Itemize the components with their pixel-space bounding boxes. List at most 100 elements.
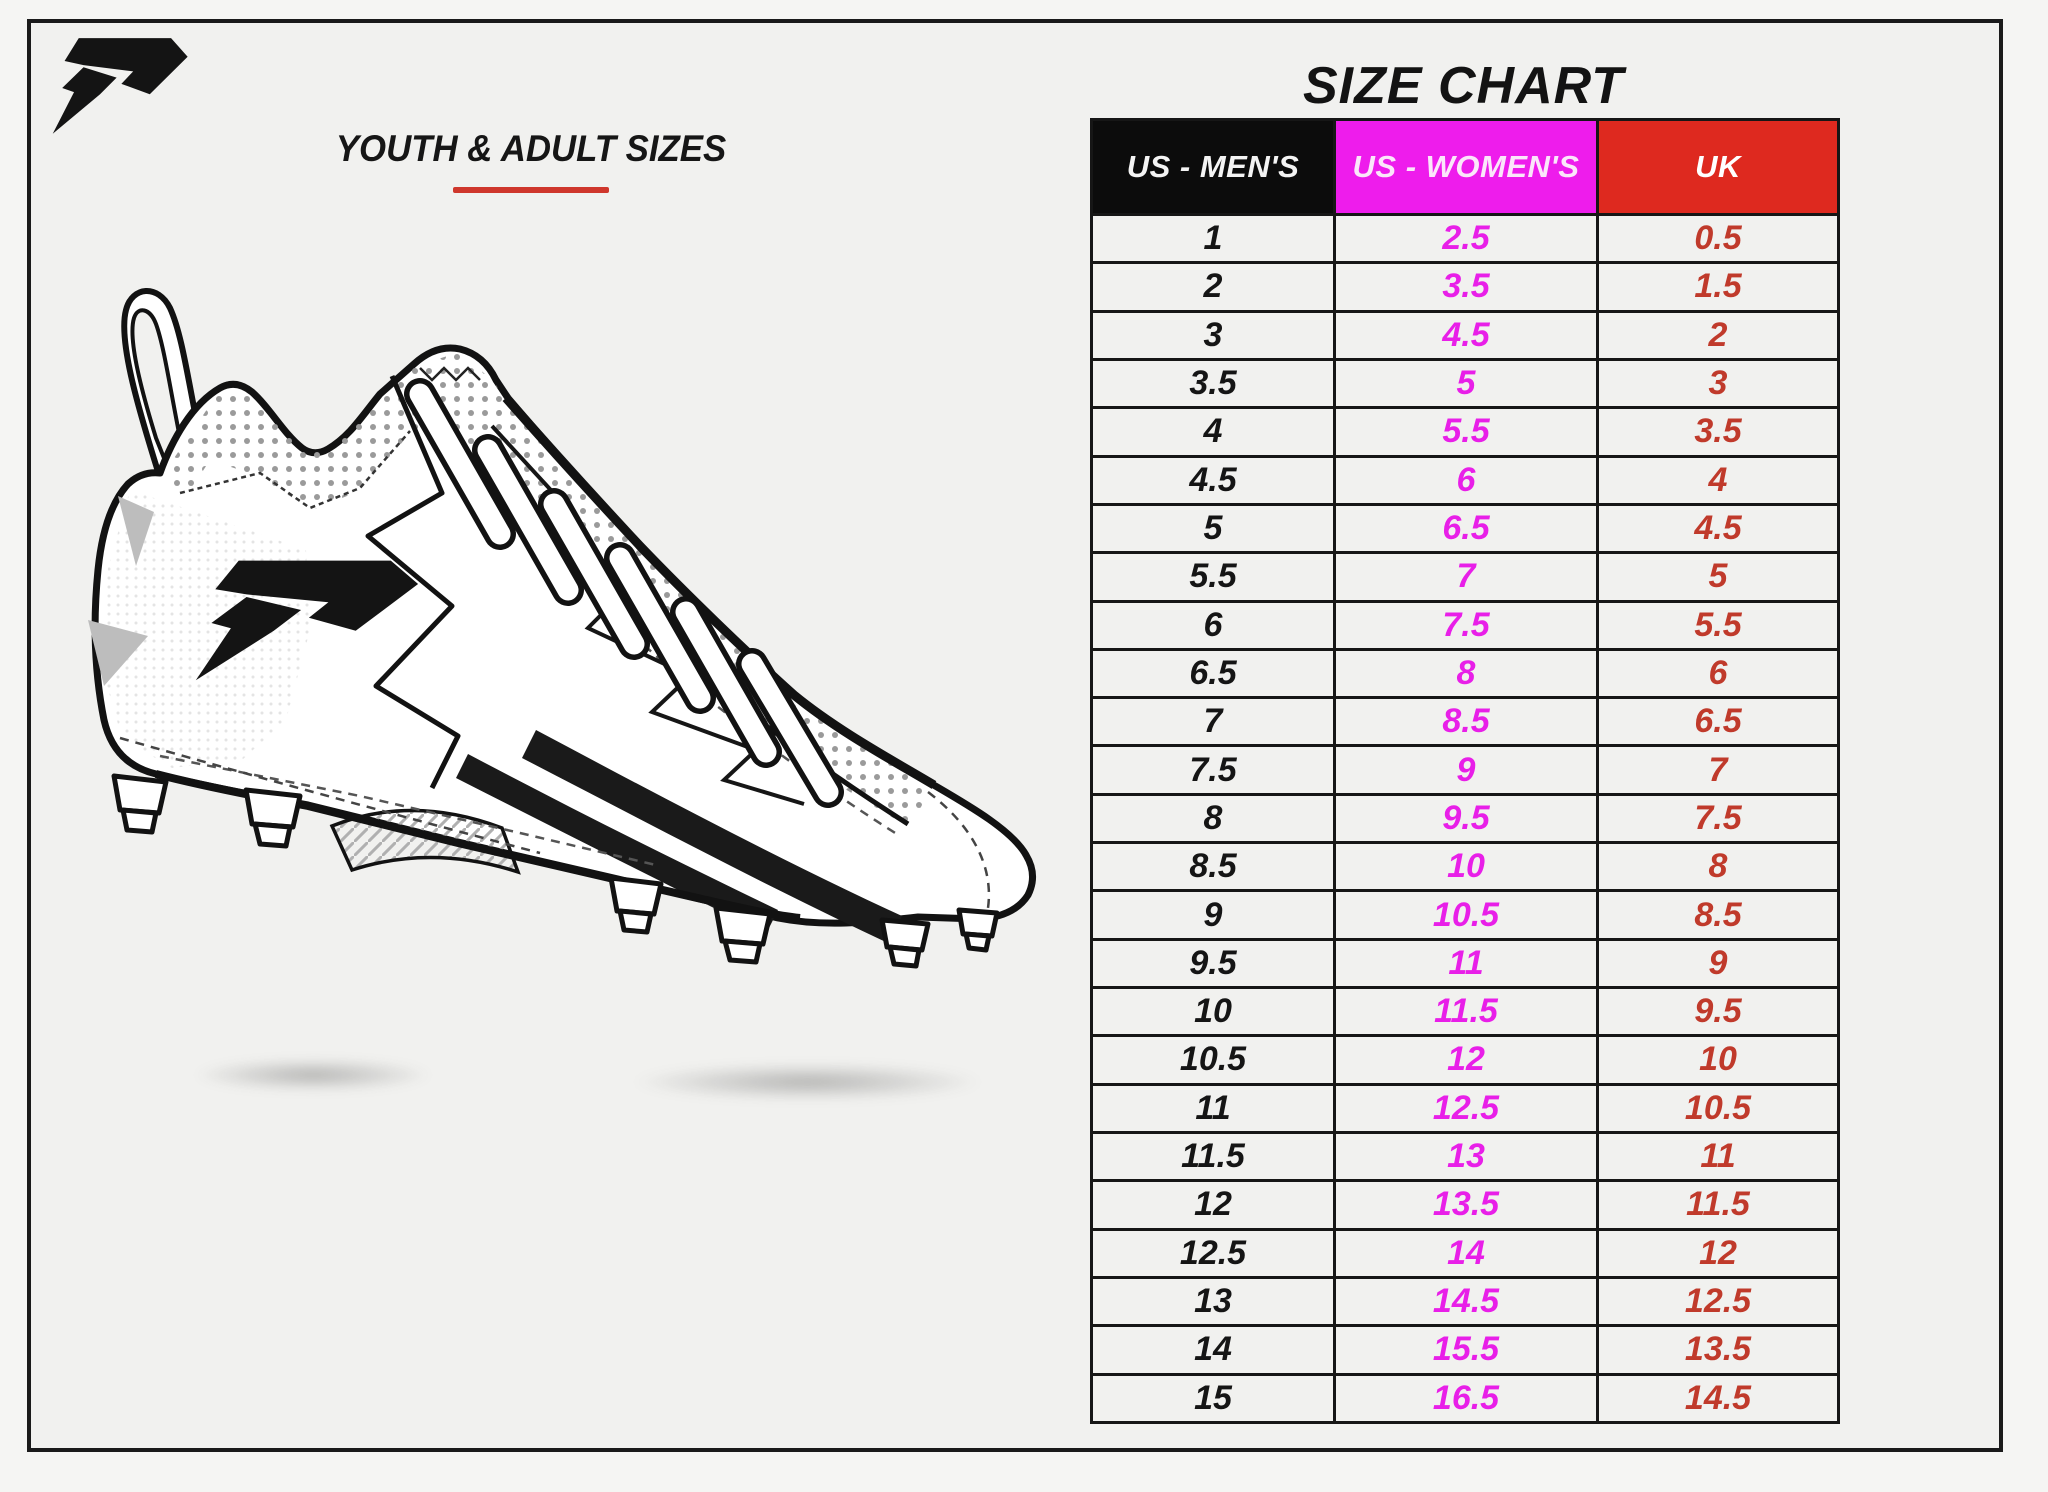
size-cell-uk: 11 — [1596, 1130, 1840, 1183]
ground-shadow — [565, 1056, 1050, 1108]
table-row: 7 8.5 6.5 — [1090, 696, 1840, 748]
size-cell-us-womens: 11.5 — [1333, 985, 1599, 1038]
size-cell-uk: 12 — [1596, 1227, 1840, 1279]
table-row: 6 7.5 5.5 — [1090, 599, 1840, 651]
table-header-row: US - MEN'S US - WOMEN'S UK — [1090, 118, 1840, 216]
instep-edge-line — [502, 395, 937, 789]
tongue-stitch-line — [419, 366, 481, 382]
table-row: 11 12.5 10.5 — [1090, 1082, 1840, 1134]
size-cell-uk: 11.5 — [1596, 1179, 1840, 1231]
subtitle-underline — [453, 187, 609, 193]
heel-accent-triangle — [88, 620, 148, 686]
size-cell-us-womens: 8.5 — [1333, 696, 1599, 748]
size-cell-us-mens: 7 — [1090, 696, 1336, 748]
table-row: 13 14.5 12.5 — [1090, 1275, 1840, 1328]
size-cell-uk: 4 — [1596, 454, 1840, 506]
table-row: 1 2.5 0.5 — [1090, 212, 1840, 265]
size-cell-us-womens: 14.5 — [1333, 1275, 1599, 1328]
panel-edge-line — [365, 375, 461, 790]
size-cell-us-womens: 12.5 — [1333, 1082, 1599, 1134]
side-logo-p-icon — [195, 560, 419, 681]
size-cell-uk: 10 — [1596, 1034, 1840, 1086]
table-row: 5.5 7 5 — [1090, 551, 1840, 603]
size-cell-us-mens: 7.5 — [1090, 744, 1336, 796]
size-cell-us-mens: 8 — [1090, 792, 1336, 845]
size-cell-uk: 8 — [1596, 841, 1840, 893]
table-row: 10.5 12 10 — [1090, 1034, 1840, 1086]
table-row: 9.5 11 9 — [1090, 937, 1840, 990]
table-row: 6.5 8 6 — [1090, 647, 1840, 700]
size-cell-us-mens: 6 — [1090, 599, 1336, 651]
cleat-studs — [111, 773, 1000, 969]
size-cell-us-mens: 4.5 — [1090, 454, 1336, 506]
table-row: 11.5 13 11 — [1090, 1130, 1840, 1183]
side-stripe — [456, 754, 778, 934]
size-cell-uk: 5 — [1596, 551, 1840, 603]
size-cell-uk: 0.5 — [1596, 212, 1840, 265]
size-cell-uk: 3 — [1596, 357, 1840, 410]
size-cell-us-womens: 14 — [1333, 1227, 1599, 1279]
size-cell-us-womens: 9.5 — [1333, 792, 1599, 845]
size-cell-us-womens: 13 — [1333, 1130, 1599, 1183]
table-row: 5 6.5 4.5 — [1090, 502, 1840, 555]
size-cell-us-mens: 6.5 — [1090, 647, 1336, 700]
size-cell-us-womens: 15.5 — [1333, 1324, 1599, 1376]
table-row: 3 4.5 2 — [1090, 309, 1840, 361]
side-stripe — [522, 730, 902, 944]
size-cell-us-womens: 3.5 — [1333, 261, 1599, 313]
size-cell-uk: 3.5 — [1596, 406, 1840, 458]
size-cell-us-mens: 11 — [1090, 1082, 1336, 1134]
size-table-body: 1 2.5 0.5 2 3.5 1.5 3 4.5 2 3.5 5 3 4 5.5 3.5 4.5 6 4 5 6.5… — [1090, 212, 1840, 1424]
size-cell-us-womens: 11 — [1333, 937, 1599, 990]
size-cell-us-womens: 2.5 — [1333, 212, 1599, 265]
table-row: 14 15.5 13.5 — [1090, 1324, 1840, 1376]
size-cell-us-mens: 5.5 — [1090, 551, 1336, 603]
column-header-uk: UK — [1596, 118, 1840, 216]
brand-logo-p-icon — [52, 38, 188, 134]
collar-stitch-line — [179, 430, 411, 510]
table-row: 3.5 5 3 — [1090, 357, 1840, 410]
cleat-illustration — [60, 268, 1060, 1068]
cleat-drawing-svg — [88, 288, 1036, 969]
size-cell-uk: 4.5 — [1596, 502, 1840, 555]
size-cell-us-mens: 15 — [1090, 1372, 1336, 1424]
size-cell-us-womens: 6.5 — [1333, 502, 1599, 555]
size-cell-us-womens: 8 — [1333, 647, 1599, 700]
size-cell-us-womens: 7 — [1333, 551, 1599, 603]
table-row: 2 3.5 1.5 — [1090, 261, 1840, 313]
heel-accent-triangle — [118, 496, 154, 566]
size-cell-us-womens: 5 — [1333, 357, 1599, 410]
size-cell-us-mens: 14 — [1090, 1324, 1336, 1376]
size-cell-uk: 1.5 — [1596, 261, 1840, 313]
size-cell-us-womens: 10 — [1333, 841, 1599, 893]
size-cell-uk: 10.5 — [1596, 1082, 1840, 1134]
size-conversion-table: US - MEN'S US - WOMEN'S UK 1 2.5 0.5 2 3.5 1.… — [1090, 118, 1840, 1424]
size-cell-us-mens: 13 — [1090, 1275, 1336, 1328]
size-cell-uk: 12.5 — [1596, 1275, 1840, 1328]
ground-shadow — [148, 1052, 478, 1098]
table-row: 4 5.5 3.5 — [1090, 406, 1840, 458]
size-cell-us-mens: 1 — [1090, 212, 1336, 265]
size-cell-us-mens: 2 — [1090, 261, 1336, 313]
heel-mesh-texture — [102, 490, 310, 768]
size-cell-us-mens: 10.5 — [1090, 1034, 1336, 1086]
size-cell-us-mens: 11.5 — [1090, 1130, 1336, 1183]
size-cell-uk: 5.5 — [1596, 599, 1840, 651]
size-cell-us-mens: 5 — [1090, 502, 1336, 555]
size-cell-us-mens: 3.5 — [1090, 357, 1336, 410]
size-cell-us-mens: 8.5 — [1090, 841, 1336, 893]
size-cell-uk: 14.5 — [1596, 1372, 1840, 1424]
column-header-us-mens: US - MEN'S — [1090, 118, 1336, 216]
size-cell-uk: 13.5 — [1596, 1324, 1840, 1376]
size-cell-us-womens: 6 — [1333, 454, 1599, 506]
size-cell-us-womens: 13.5 — [1333, 1179, 1599, 1231]
size-cell-uk: 9 — [1596, 937, 1840, 990]
size-cell-us-womens: 9 — [1333, 744, 1599, 796]
quarter-stitch-line — [119, 736, 541, 855]
size-chart-title: SIZE CHART — [1302, 57, 1625, 115]
size-cell-us-mens: 4 — [1090, 406, 1336, 458]
table-row: 8.5 10 8 — [1090, 841, 1840, 893]
size-cell-uk: 6.5 — [1596, 696, 1840, 748]
size-cell-us-mens: 9.5 — [1090, 937, 1336, 990]
subtitle: YOUTH & ADULT SIZES — [335, 128, 727, 169]
